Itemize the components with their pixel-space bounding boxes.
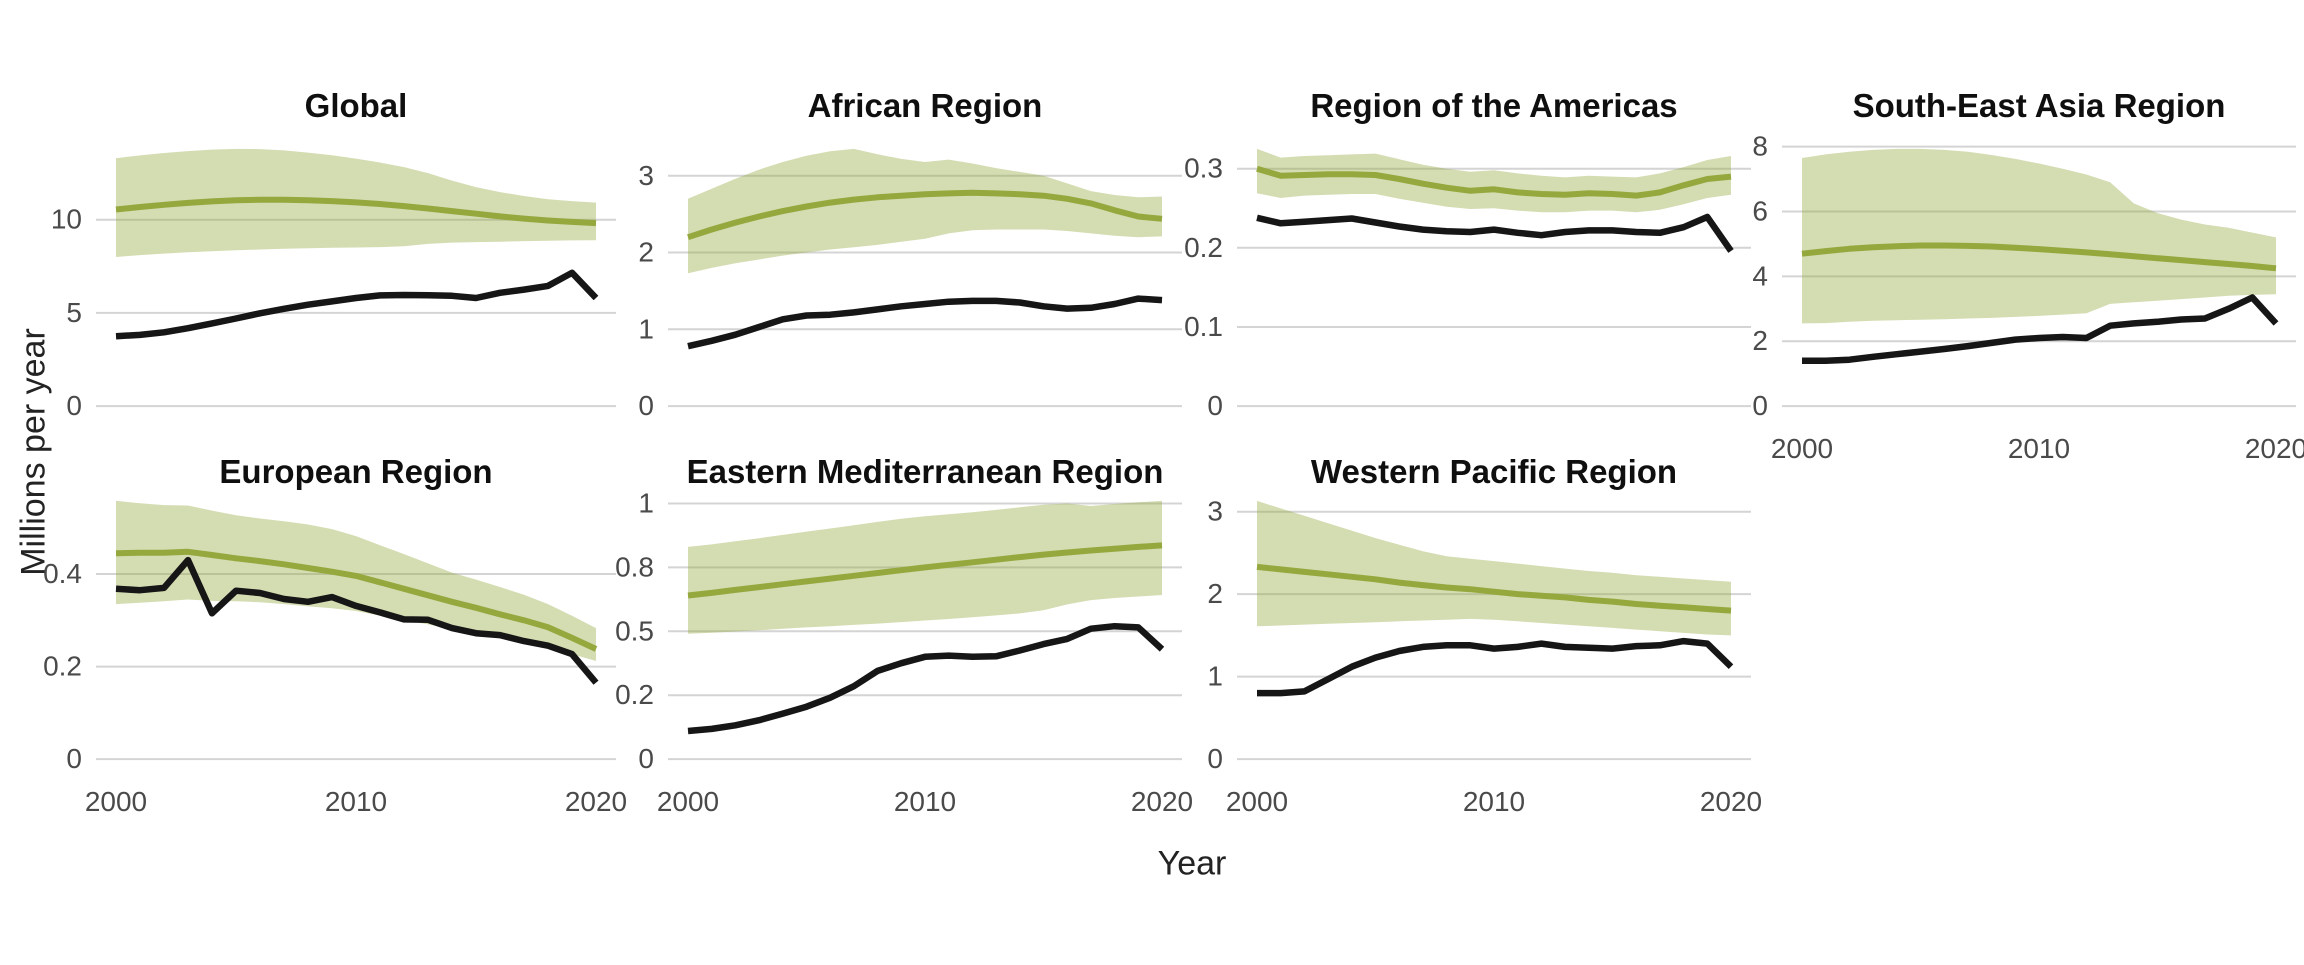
- observed-line: [1256, 213, 1734, 253]
- estimate-uncertainty-band: [116, 500, 596, 661]
- estimate-line: [115, 196, 597, 227]
- estimate-line: [1256, 563, 1732, 614]
- x-tick-label: 2020: [1131, 786, 1193, 817]
- y-tick-label: 0: [1752, 390, 1768, 421]
- panel-western-pacific-region: 0 1 2 3 Western Pacific Region 2000 2010 2020: [1207, 453, 1762, 817]
- y-tick-label: 0.1: [1184, 311, 1223, 342]
- y-tick-label: 8: [1752, 131, 1768, 162]
- estimate-uncertainty-band: [688, 148, 1162, 274]
- y-tick-label: 0: [1207, 743, 1223, 774]
- x-tick-label: 2020: [2245, 433, 2304, 464]
- x-tick-label: 2000: [657, 786, 719, 817]
- x-tick-label: 2000: [1771, 433, 1833, 464]
- panel-european-region: 0 0.2 0.4 European Region 2000 2010 2020: [43, 453, 627, 817]
- y-tick-label: 0: [638, 743, 654, 774]
- y-tick-label: 0: [66, 390, 82, 421]
- x-tick-label: 2000: [1226, 786, 1288, 817]
- y-tick-label: 1: [1207, 661, 1223, 692]
- y-tick-label: 1: [638, 488, 654, 519]
- y-tick-label: 0.3: [1184, 153, 1223, 184]
- y-tick-label: 0: [66, 743, 82, 774]
- x-tick-label: 2000: [85, 786, 147, 817]
- estimate-uncertainty-band: [1257, 500, 1731, 636]
- y-tick-label: 0.2: [615, 679, 654, 710]
- panel-eastern-mediterranean-region: 0 0.2 0.5 0.8 1 Eastern Mediterranean Region 2…: [615, 453, 1193, 817]
- observed-line: [687, 622, 1165, 735]
- estimate-line: [1256, 165, 1732, 199]
- y-tick-label: 2: [1752, 325, 1768, 356]
- panel-title: Global: [305, 87, 408, 124]
- y-tick-label: 2: [638, 237, 654, 268]
- y-tick-label: 0: [1207, 390, 1223, 421]
- y-tick-label: 6: [1752, 196, 1768, 227]
- estimate-line: [1801, 242, 2277, 272]
- y-tick-label: 5: [66, 297, 82, 328]
- panel-title: Eastern Mediterranean Region: [687, 453, 1164, 490]
- panel-south-east-asia-region: 0 2 4 6 8 South-East Asia Region 2000 2010 2020: [1752, 87, 2304, 464]
- x-tick-label: 2010: [894, 786, 956, 817]
- x-tick-label: 2020: [1700, 786, 1762, 817]
- y-tick-label: 10: [51, 204, 82, 235]
- estimate-uncertainty-band: [1257, 148, 1731, 213]
- x-tick-label: 2010: [325, 786, 387, 817]
- y-tick-label: 3: [1207, 496, 1223, 527]
- y-tick-label: 0.2: [1184, 232, 1223, 263]
- panel-african-region: 0 1 2 3 African Region: [638, 87, 1182, 421]
- observed-line: [1802, 294, 2279, 364]
- panel-title: South-East Asia Region: [1853, 87, 2226, 124]
- panel-title: Western Pacific Region: [1311, 453, 1677, 490]
- estimate-line: [687, 542, 1163, 599]
- observed-line: [115, 556, 599, 685]
- y-tick-label: 0.5: [615, 615, 654, 646]
- panel-title: Region of the Americas: [1310, 87, 1677, 124]
- estimate-line: [115, 548, 598, 652]
- observed-line: [115, 269, 599, 340]
- observed-line: [1257, 637, 1734, 697]
- x-tick-label: 2010: [1463, 786, 1525, 817]
- x-tick-label: 2020: [565, 786, 627, 817]
- estimate-line: [687, 189, 1163, 241]
- panel-title: European Region: [219, 453, 492, 490]
- y-tick-label: 0.4: [43, 558, 82, 589]
- y-tick-label: 4: [1752, 260, 1768, 291]
- panel-title: African Region: [808, 87, 1043, 124]
- y-tick-label: 0.2: [43, 651, 82, 682]
- y-tick-label: 3: [638, 160, 654, 191]
- observed-line: [687, 295, 1163, 350]
- panel-global: 0 5 10 Global: [51, 87, 616, 421]
- y-tick-label: 1: [638, 313, 654, 344]
- y-tick-label: 2: [1207, 578, 1223, 609]
- y-axis-title: Millions per year: [14, 328, 53, 576]
- y-tick-label: 0.8: [615, 551, 654, 582]
- y-tick-label: 0: [638, 390, 654, 421]
- estimate-uncertainty-band: [1802, 148, 2276, 324]
- x-axis-title: Year: [1157, 844, 1227, 883]
- x-tick-label: 2010: [2008, 433, 2070, 464]
- panel-region-of-the-americas: 0 0.1 0.2 0.3 Region of the Americas: [1184, 87, 1751, 421]
